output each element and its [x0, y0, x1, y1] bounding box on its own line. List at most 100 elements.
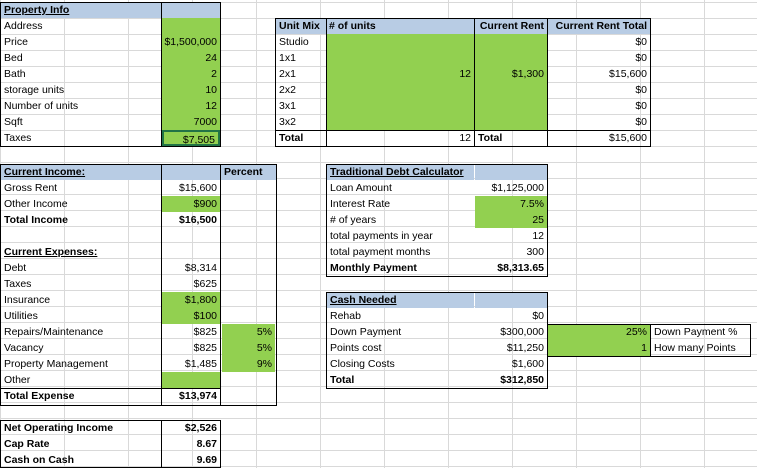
property-info-title[interactable]: Property Info [1, 2, 162, 18]
label-number-of-units[interactable]: Number of units [4, 100, 79, 112]
unit-mix-total-rent[interactable]: $15,600 [609, 132, 647, 144]
value-down-payment[interactable]: $300,000 [500, 326, 544, 338]
input-insurance[interactable]: $1,800 [162, 292, 220, 308]
header-num-units[interactable]: # of units [326, 18, 474, 34]
label-expense-taxes[interactable]: Taxes [4, 278, 32, 290]
header-current-rent-total[interactable]: Current Rent Total [547, 18, 650, 34]
label-gross-rent[interactable]: Gross Rent [4, 182, 58, 194]
unit-type-3x2[interactable]: 3x2 [279, 116, 296, 128]
total-2x1[interactable]: $15,600 [609, 68, 647, 80]
value-payment-months[interactable]: 300 [526, 246, 544, 258]
label-bath[interactable]: Bath [4, 68, 26, 80]
value-vacancy[interactable]: $825 [193, 342, 217, 354]
total-1x1[interactable]: $0 [635, 52, 647, 64]
input-other-expense[interactable] [162, 372, 220, 388]
unit-mix-total-units[interactable]: 12 [459, 132, 471, 144]
input-rent-1x1[interactable] [475, 50, 547, 66]
value-rehab[interactable]: $0 [532, 310, 544, 322]
label-interest-rate[interactable]: Interest Rate [330, 198, 391, 210]
value-total-income[interactable]: $16,500 [179, 214, 217, 226]
label-storage-units[interactable]: storage units [4, 84, 65, 96]
input-rent-2x1[interactable]: $1,300 [475, 66, 547, 82]
label-debt[interactable]: Debt [4, 262, 27, 274]
value-monthly-payment[interactable]: $8,313.65 [497, 262, 544, 274]
input-vacancy-pct[interactable]: 5% [222, 340, 275, 356]
input-other-income[interactable]: $900 [162, 196, 220, 212]
input-price[interactable]: $1,500,000 [162, 34, 220, 50]
total-3x1[interactable]: $0 [635, 100, 647, 112]
label-cap-rate[interactable]: Cap Rate [4, 438, 50, 450]
header-unit-mix[interactable]: Unit Mix [276, 18, 326, 34]
value-gross-rent[interactable]: $15,600 [179, 182, 217, 194]
label-sqft[interactable]: Sqft [4, 116, 23, 128]
cash-needed-title[interactable]: Cash Needed [327, 292, 474, 308]
label-total-expense[interactable]: Total Expense [4, 390, 75, 402]
value-property-management[interactable]: $1,485 [184, 358, 217, 370]
input-repairs-pct[interactable]: 5% [222, 324, 275, 340]
input-taxes-selected[interactable]: $7,505 [162, 130, 220, 146]
label-taxes[interactable]: Taxes [4, 132, 32, 144]
current-expenses-title[interactable]: Current Expenses: [4, 246, 98, 258]
label-utilities[interactable]: Utilities [4, 310, 38, 322]
label-num-years[interactable]: # of years [330, 214, 377, 226]
input-utilities[interactable]: $100 [162, 308, 220, 324]
label-points[interactable]: How many Points [654, 342, 736, 354]
header-current-rent[interactable]: Current Rent [474, 18, 547, 34]
input-number-of-units[interactable]: 12 [162, 98, 220, 114]
label-closing-costs[interactable]: Closing Costs [330, 358, 395, 370]
current-income-title[interactable]: Current Income: [1, 164, 161, 180]
label-vacancy[interactable]: Vacancy [4, 342, 44, 354]
label-address[interactable]: Address [4, 20, 43, 32]
label-bed[interactable]: Bed [4, 52, 23, 64]
input-address[interactable] [162, 18, 220, 34]
label-repairs[interactable]: Repairs/Maintenance [4, 326, 104, 338]
input-property-management-pct[interactable]: 9% [222, 356, 275, 372]
unit-type-2x1[interactable]: 2x1 [279, 68, 296, 80]
unit-type-2x2[interactable]: 2x2 [279, 84, 296, 96]
input-units-3x1[interactable] [327, 98, 474, 114]
unit-type-3x1[interactable]: 3x1 [279, 100, 296, 112]
value-loan-amount[interactable]: $1,125,000 [491, 182, 544, 194]
label-points-cost[interactable]: Points cost [330, 342, 382, 354]
label-insurance[interactable]: Insurance [4, 294, 51, 306]
input-bed[interactable]: 24 [162, 50, 220, 66]
label-other-expense[interactable]: Other [4, 374, 31, 386]
input-interest-rate[interactable]: 7.5% [475, 196, 547, 212]
value-cash-on-cash[interactable]: 9.69 [196, 454, 217, 466]
total-studio[interactable]: $0 [635, 36, 647, 48]
unit-type-1x1[interactable]: 1x1 [279, 52, 296, 64]
input-rent-studio[interactable] [475, 34, 547, 50]
label-down-payment-pct[interactable]: Down Payment % [654, 326, 738, 338]
input-units-3x2[interactable] [327, 114, 474, 130]
value-closing-costs[interactable]: $1,600 [511, 358, 544, 370]
input-bath[interactable]: 2 [162, 66, 220, 82]
input-units-2x2[interactable] [327, 82, 474, 98]
label-cash-on-cash[interactable]: Cash on Cash [4, 454, 75, 466]
label-noi[interactable]: Net Operating Income [4, 422, 114, 434]
unit-mix-total-label[interactable]: Total [279, 132, 304, 144]
value-expense-taxes[interactable]: $625 [193, 278, 217, 290]
total-2x2[interactable]: $0 [635, 84, 647, 96]
total-3x2[interactable]: $0 [635, 116, 647, 128]
label-rehab[interactable]: Rehab [330, 310, 361, 322]
header-percent[interactable]: Percent [221, 164, 276, 180]
value-cap-rate[interactable]: 8.67 [196, 438, 217, 450]
label-other-income[interactable]: Other Income [4, 198, 68, 210]
value-debt[interactable]: $8,314 [184, 262, 217, 274]
label-payment-months[interactable]: total payment months [330, 246, 431, 258]
input-units-1x1[interactable] [327, 50, 474, 66]
label-cash-total[interactable]: Total [330, 374, 355, 386]
unit-mix-total-label2[interactable]: Total [478, 132, 503, 144]
value-payments-per-year[interactable]: 12 [532, 230, 544, 242]
input-down-payment-pct[interactable]: 25% [548, 324, 650, 340]
input-units-2x1[interactable]: 12 [327, 66, 474, 82]
label-property-management[interactable]: Property Management [4, 358, 108, 370]
label-monthly-payment[interactable]: Monthly Payment [330, 262, 417, 274]
input-num-years[interactable]: 25 [475, 212, 547, 228]
input-points[interactable]: 1 [548, 340, 650, 356]
value-total-expense[interactable]: $13,974 [179, 390, 217, 402]
input-sqft[interactable]: 7000 [162, 114, 220, 130]
value-cash-total[interactable]: $312,850 [500, 374, 544, 386]
input-rent-3x1[interactable] [475, 98, 547, 114]
label-payments-per-year[interactable]: total payments in year [330, 230, 433, 242]
